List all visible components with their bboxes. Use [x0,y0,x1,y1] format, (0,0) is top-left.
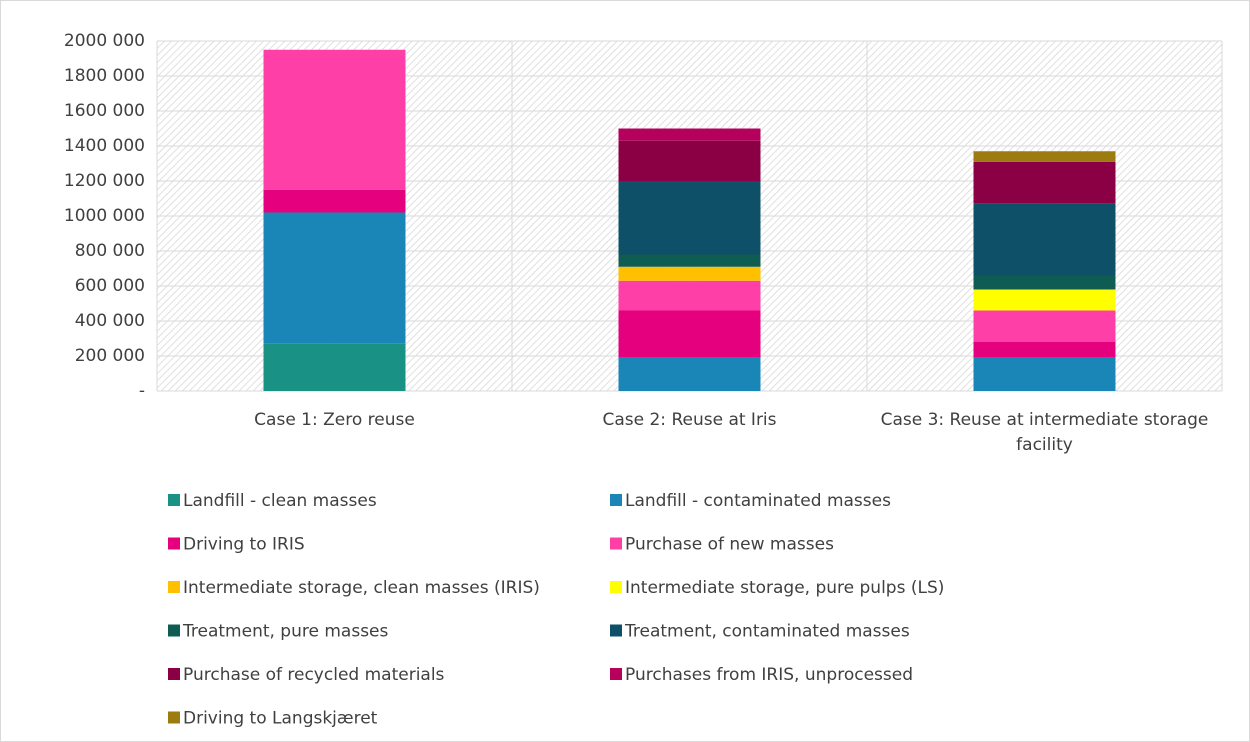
y-tick-label: 2000 000 [64,31,145,51]
legend-label: Driving to Langskjæret [183,709,378,729]
legend-label: Driving to IRIS [183,535,305,555]
legend-swatch [610,624,622,637]
bar-segment [618,254,761,267]
legend-swatch [610,494,622,506]
bar-segment [973,161,1116,204]
bar-segment [263,49,406,190]
y-tick-label: 1200 000 [64,171,145,191]
legend-swatch [610,581,622,593]
bar-segment [973,203,1116,276]
legend-label: Treatment, pure masses [182,622,389,642]
bar-segment [973,342,1116,358]
legend-label: Treatment, contaminated masses [624,622,910,642]
y-tick-label: 1000 000 [64,206,145,226]
legend-label: Intermediate storage, clean masses (IRIS… [183,578,540,598]
y-tick-label: 400 000 [75,311,145,331]
legend-label: Intermediate storage, pure pulps (LS) [625,578,944,598]
legend-swatch [168,711,180,724]
bar-segment [618,280,761,311]
bar-segment [973,357,1116,391]
bar-segment [973,289,1116,311]
bar-segment [618,128,761,141]
x-tick-label: Case 1: Zero reuse [254,410,415,430]
bar-segment [973,151,1116,162]
bar-segment [618,357,761,391]
x-tick-label: Case 3: Reuse at intermediate storage fa… [880,410,1209,455]
legend-label: Purchase of new masses [625,535,834,555]
bar-segment [618,310,761,358]
legend-label: Landfill - clean masses [183,491,377,511]
bar-segment [263,189,406,213]
x-tick-label: Case 2: Reuse at Iris [602,410,777,430]
legend-swatch [168,624,180,637]
bar-segment [618,181,761,255]
y-tick-label: - [139,381,145,401]
legend-swatch [610,668,622,680]
bar-segment [973,310,1116,342]
bar-segment [618,266,761,281]
legend-swatch [168,537,180,550]
y-tick-label: 1600 000 [64,101,145,121]
y-tick-label: 600 000 [75,276,145,296]
y-tick-label: 800 000 [75,241,145,261]
bar-segment [618,140,761,181]
legend-swatch [610,537,622,550]
y-tick-label: 1400 000 [64,136,145,156]
bar-segment [263,343,406,391]
y-tick-label: 1800 000 [64,66,145,86]
legend-label: Landfill - contaminated masses [625,491,891,511]
legend-label: Purchase of recycled materials [183,665,445,685]
bar-segment [263,212,406,344]
legend-swatch [168,668,180,680]
legend-swatch [168,494,180,506]
legend-swatch [168,581,180,593]
bar-segment [973,275,1116,290]
y-tick-label: 200 000 [75,346,145,366]
legend-label: Purchases from IRIS, unprocessed [625,665,913,685]
